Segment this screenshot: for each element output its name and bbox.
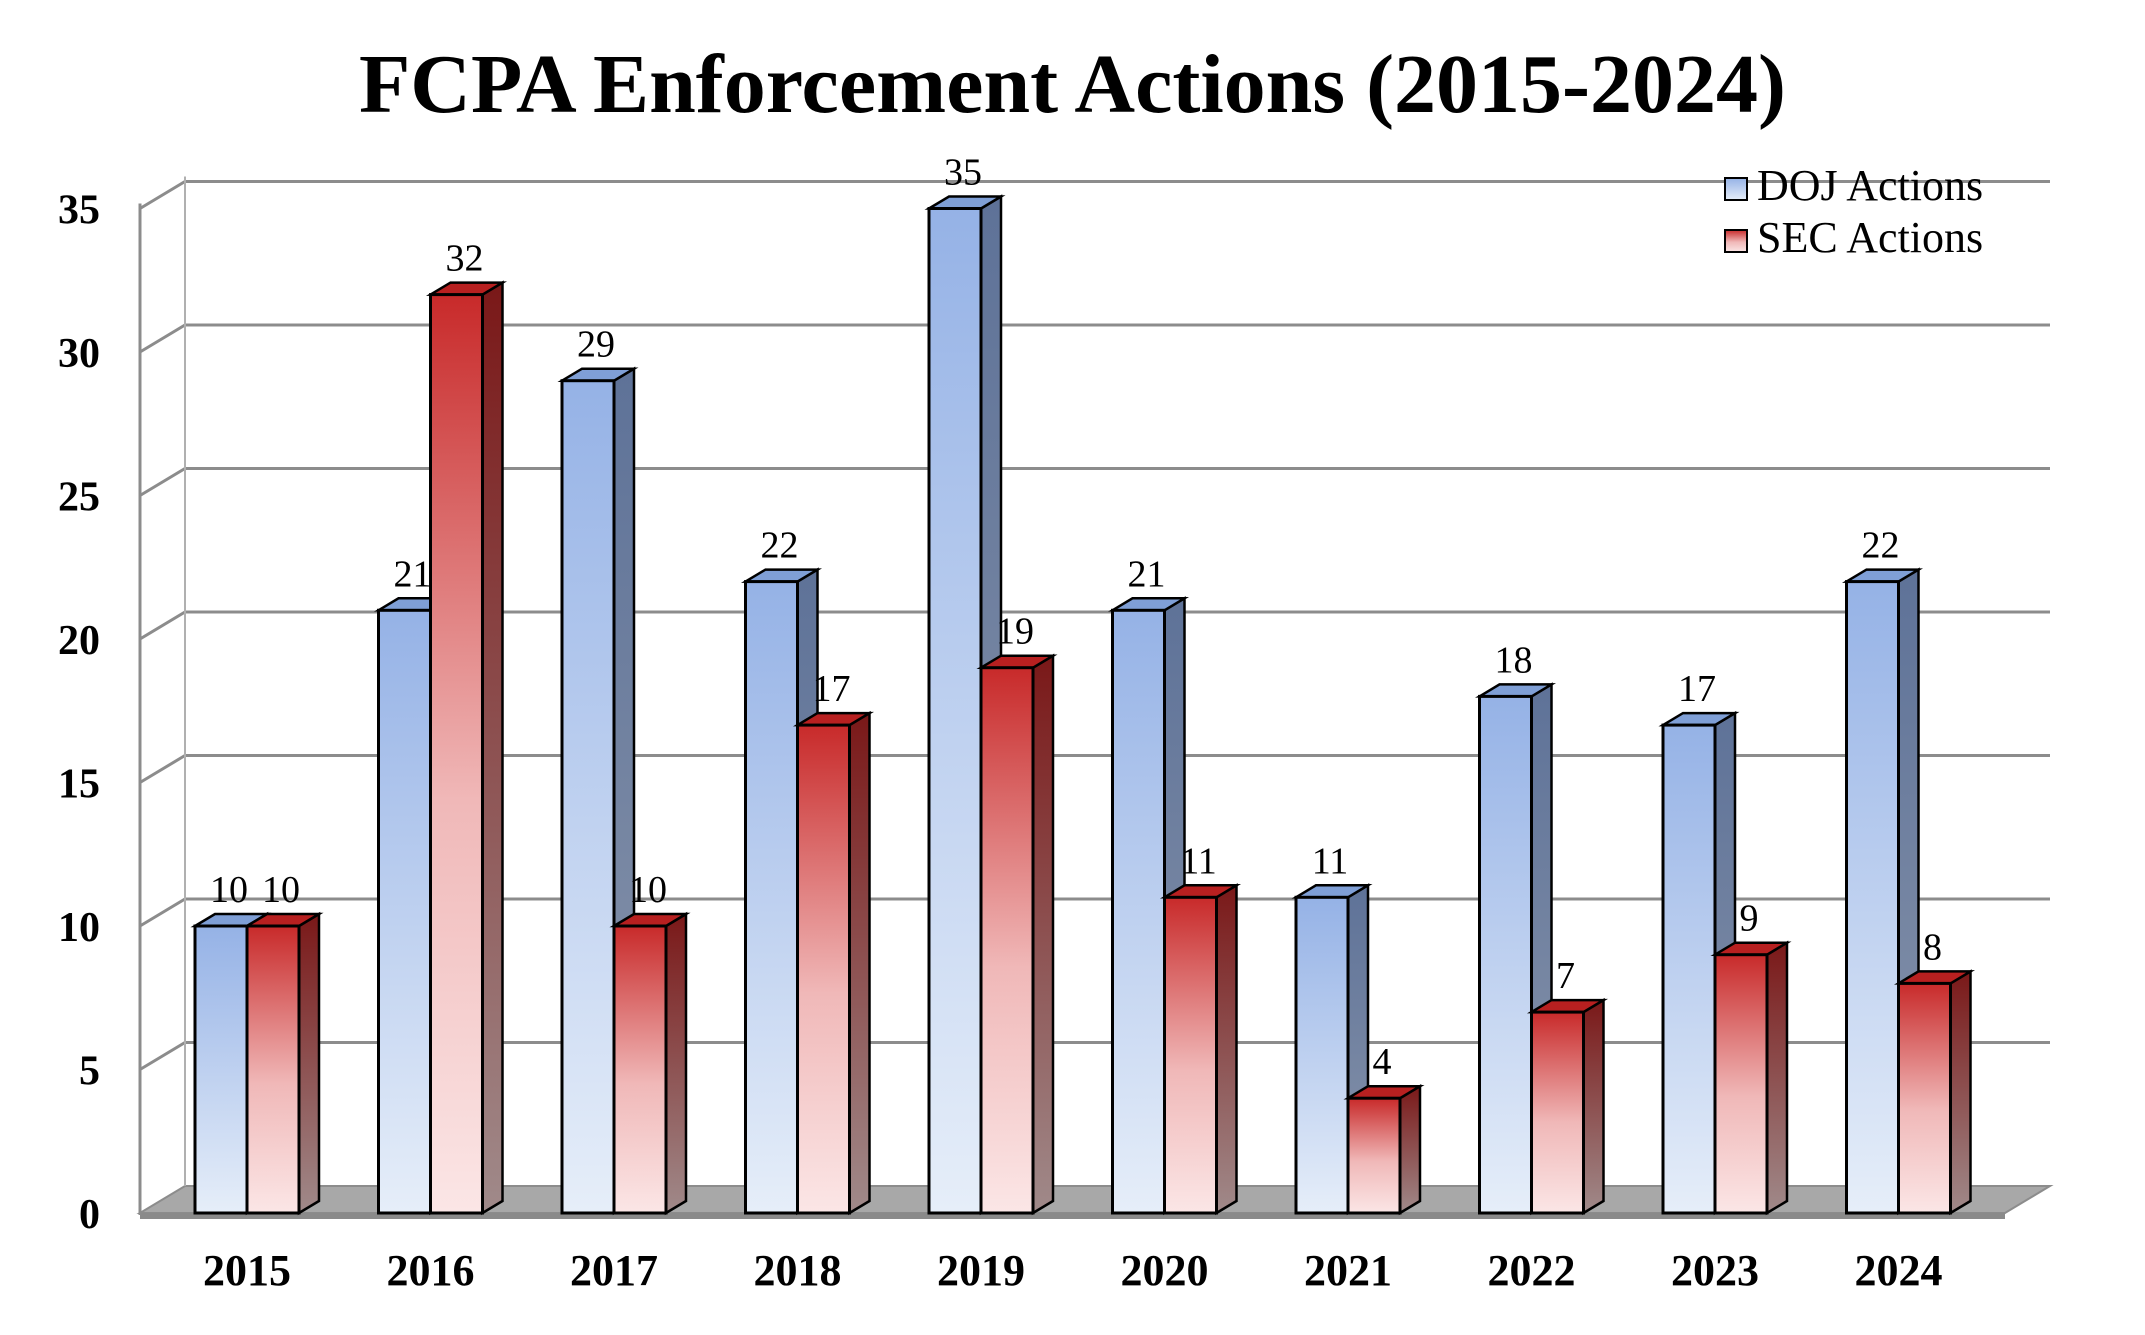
x-tick-label: 2016	[387, 1246, 475, 1295]
bar-sec-actions-2021	[1343, 1083, 1425, 1216]
data-label: 19	[996, 611, 1034, 653]
y-tick-label: 5	[79, 1049, 100, 1095]
bar-sec-actions-2023	[1710, 940, 1792, 1216]
bar-side	[1215, 883, 1238, 1216]
data-label: 17	[813, 668, 851, 710]
bar-front	[429, 293, 484, 1215]
data-label: 17	[1678, 668, 1716, 710]
bar-sec-actions-2024	[1893, 969, 1976, 1216]
x-tick-label: 2015	[203, 1246, 291, 1295]
bar-sec-actions-2022	[1526, 997, 1609, 1216]
data-label: 4	[1373, 1041, 1392, 1083]
y-tick-label: 25	[58, 475, 100, 521]
x-tick-label: 2023	[1671, 1246, 1759, 1295]
y-tick-label: 15	[58, 762, 100, 808]
bar-front	[1530, 1010, 1585, 1215]
bar-side	[664, 911, 688, 1216]
chart-title: FCPA Enforcement Actions (2015-2024)	[358, 38, 1786, 131]
bar-side	[297, 911, 321, 1216]
y-axis: 0 5 10 15 20 25 30 35	[58, 176, 186, 1238]
bar-sec-actions-2018	[792, 710, 875, 1216]
bar-side	[1949, 969, 1972, 1216]
bar-front	[193, 924, 249, 1215]
data-label: 32	[446, 238, 484, 280]
data-label: 18	[1495, 639, 1533, 681]
bar-side	[1582, 997, 1605, 1216]
bar-front	[1163, 895, 1218, 1215]
y-tick-label: 10	[58, 905, 100, 951]
bar-front	[1294, 895, 1350, 1215]
bar-front	[1478, 694, 1533, 1215]
data-label: 35	[944, 152, 982, 194]
bar-sec-actions-2019	[976, 653, 1058, 1216]
x-tick-label: 2019	[937, 1246, 1025, 1295]
bar-side	[1031, 653, 1055, 1216]
gridline	[139, 467, 2050, 497]
bar-front	[979, 666, 1035, 1215]
x-tick-label: 2022	[1488, 1246, 1576, 1295]
bar-front	[245, 924, 301, 1215]
legend-label: SEC Actions	[1757, 213, 1983, 262]
bar-side	[1398, 1083, 1422, 1216]
y-tick-label: 30	[58, 331, 100, 377]
data-label: 22	[761, 525, 799, 567]
y-tick-label: 20	[58, 618, 100, 664]
data-labels: 10 10 21 32 29 10 22 17 35 19 21 11 11 4 18 7 17 9 22 8	[210, 152, 1942, 1084]
bar-sec-actions-2016	[425, 280, 508, 1216]
bar-front	[1897, 981, 1952, 1215]
bar-front	[560, 379, 616, 1215]
data-label: 10	[262, 869, 300, 911]
data-label: 11	[1180, 840, 1217, 882]
data-label: 8	[1923, 926, 1942, 968]
bar-sec-actions-2017	[609, 911, 691, 1216]
data-label: 7	[1556, 955, 1575, 997]
bar-front	[1346, 1096, 1402, 1215]
x-tick-label: 2020	[1121, 1246, 1209, 1295]
data-label: 29	[577, 324, 615, 366]
bar-sec-actions-2020	[1159, 883, 1242, 1216]
bar-front	[927, 207, 983, 1215]
bar-front	[1661, 723, 1717, 1215]
data-label: 21	[1128, 553, 1166, 595]
data-label: 11	[1312, 840, 1349, 882]
bar-front	[377, 608, 432, 1215]
bar-front	[796, 723, 851, 1215]
data-label: 9	[1740, 898, 1759, 940]
bar-side	[1765, 940, 1789, 1216]
bar-front	[744, 580, 799, 1215]
legend-swatch	[1724, 229, 1748, 253]
bar-front	[1111, 608, 1166, 1215]
bars	[190, 194, 1976, 1216]
gridline	[139, 323, 2050, 354]
x-axis: 2015 2016 2017 2018 2019 2020 2021 2022 2023 2024	[203, 1246, 1943, 1295]
floor-front	[140, 1213, 2005, 1219]
bar-side	[481, 280, 504, 1216]
x-tick-label: 2017	[570, 1246, 658, 1295]
x-tick-label: 2024	[1855, 1246, 1943, 1295]
legend-swatch	[1724, 177, 1748, 201]
x-tick-label: 2021	[1304, 1246, 1392, 1295]
legend-label: DOJ Actions	[1757, 161, 1983, 210]
bar-side	[848, 710, 871, 1216]
x-tick-label: 2018	[754, 1246, 842, 1295]
bar-front	[612, 924, 668, 1215]
bar-front	[1845, 580, 1900, 1215]
y-tick-label: 0	[79, 1192, 100, 1238]
data-label: 21	[394, 553, 432, 595]
data-label: 10	[210, 869, 248, 911]
y-tick-label: 35	[58, 188, 100, 234]
data-label: 22	[1862, 525, 1900, 567]
bar-sec-actions-2015	[242, 911, 324, 1216]
bar-front	[1713, 953, 1769, 1215]
data-label: 10	[629, 869, 667, 911]
